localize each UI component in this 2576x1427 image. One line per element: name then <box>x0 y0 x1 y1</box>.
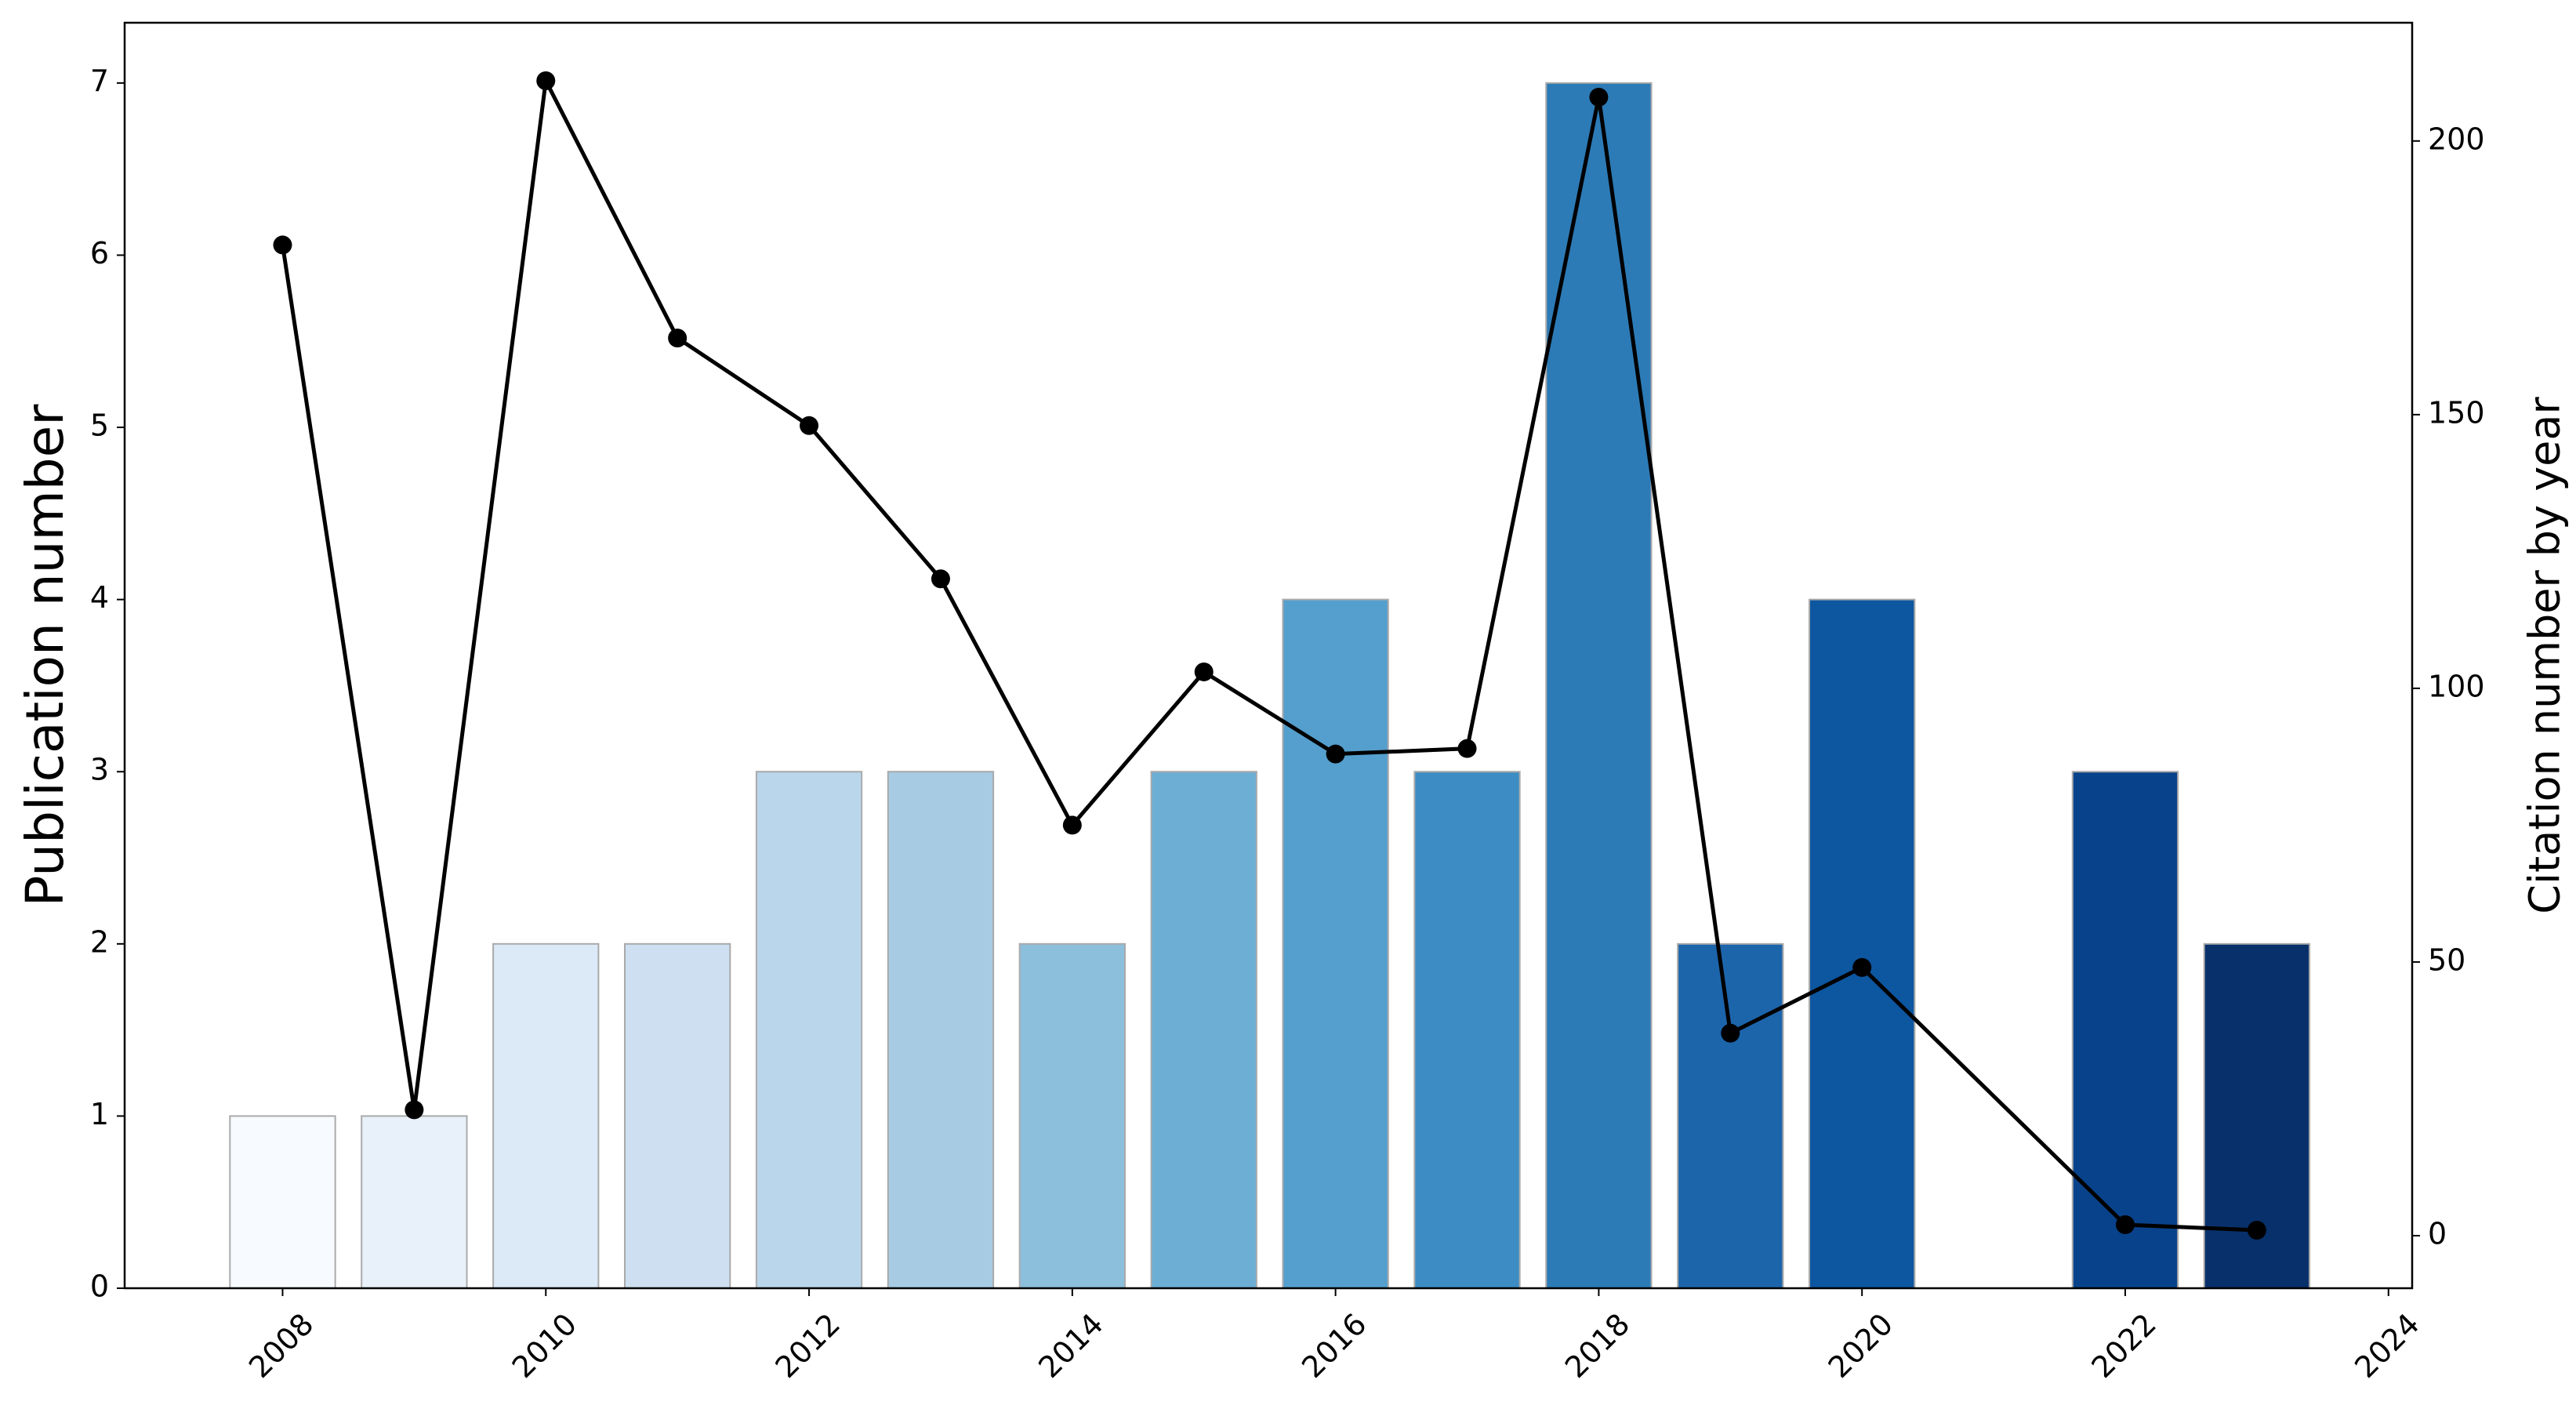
bar <box>887 771 995 1289</box>
x-tick-label: 2016 <box>1295 1306 1373 1385</box>
bar <box>755 771 863 1289</box>
bar <box>1809 598 1916 1289</box>
marker <box>1062 815 1082 835</box>
bar <box>1677 942 1784 1289</box>
x-tick-label: 2024 <box>2348 1306 2426 1385</box>
y-tick-label: 4 <box>90 580 109 615</box>
marker <box>668 329 688 348</box>
bar <box>1018 942 1126 1289</box>
x-tick-label: 2012 <box>769 1306 847 1385</box>
bar <box>361 1115 468 1290</box>
marker <box>273 235 292 255</box>
y2-tick-label: 50 <box>2428 942 2465 977</box>
y-tick-label: 5 <box>90 408 109 443</box>
y2-tick-label: 100 <box>2428 669 2485 703</box>
bar <box>492 942 600 1289</box>
y2-tick-label: 200 <box>2428 122 2485 156</box>
bar <box>229 1115 336 1290</box>
marker <box>2115 1215 2135 1235</box>
marker <box>800 416 819 435</box>
y2-axis-label: Citation number by year <box>2520 397 2570 914</box>
marker <box>931 569 950 589</box>
marker <box>1457 739 1477 758</box>
y-tick-label: 3 <box>90 753 109 787</box>
y-axis-label: Publication number <box>15 404 75 907</box>
marker <box>405 1100 424 1120</box>
marker <box>1852 957 1872 977</box>
marker <box>1326 744 1345 764</box>
x-tick-label: 2018 <box>1558 1306 1637 1385</box>
x-tick-label: 2008 <box>242 1306 321 1385</box>
x-tick-label: 2014 <box>1032 1306 1110 1385</box>
marker <box>1194 662 1214 681</box>
bar <box>1282 598 1389 1289</box>
x-tick-label: 2022 <box>2084 1306 2163 1385</box>
y-tick-label: 6 <box>90 236 109 271</box>
bar <box>2071 771 2179 1289</box>
marker <box>536 71 556 90</box>
marker <box>2247 1221 2266 1240</box>
bar <box>1545 82 1653 1289</box>
x-tick-label: 2010 <box>506 1306 584 1385</box>
y-tick-label: 0 <box>90 1269 109 1304</box>
y-tick-label: 7 <box>90 64 109 98</box>
bar <box>1413 771 1521 1289</box>
marker <box>1721 1023 1740 1043</box>
y2-tick-label: 150 <box>2428 395 2485 430</box>
bar <box>623 942 731 1289</box>
marker <box>1589 87 1609 107</box>
plot-frame <box>123 21 2414 1290</box>
y2-tick-label: 0 <box>2428 1216 2447 1251</box>
bar <box>1150 771 1257 1289</box>
y-tick-label: 2 <box>90 924 109 959</box>
y-tick-label: 1 <box>90 1097 109 1131</box>
x-tick-label: 2020 <box>1822 1306 1900 1385</box>
